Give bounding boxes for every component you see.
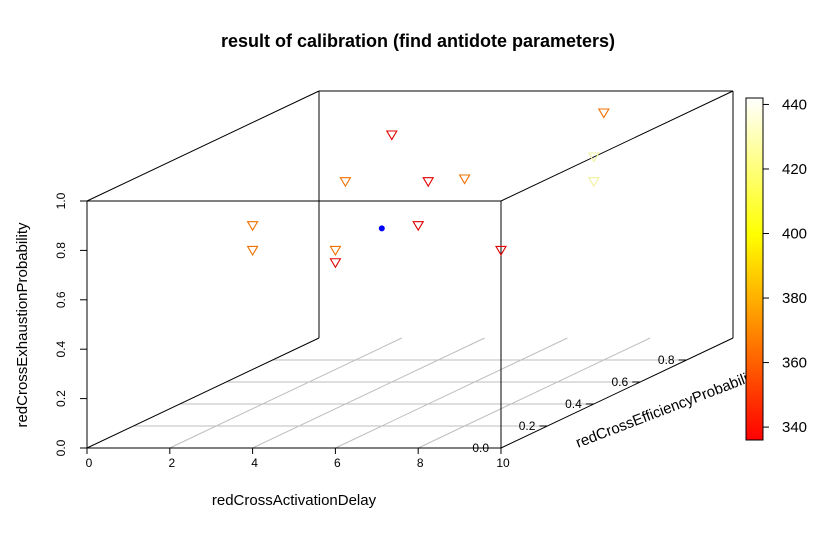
grid-line <box>252 337 485 449</box>
floor-grid <box>133 337 687 449</box>
z-tick-label: 0.2 <box>54 390 68 407</box>
x-tick-label: 8 <box>417 456 424 470</box>
colorbar-tick-label: 400 <box>782 226 807 243</box>
z-axis-label: redCrossExhaustionProbability <box>14 222 31 428</box>
colorbar-tick-label: 340 <box>782 419 807 436</box>
box-edge <box>86 90 320 202</box>
data-points <box>246 108 610 269</box>
colorbar-ticks: 340 360 380 400 420 440 <box>763 96 807 436</box>
y-tick-label: 0.0 <box>472 441 489 455</box>
colorbar-tick-label: 360 <box>782 355 807 372</box>
data-point <box>422 177 435 188</box>
x-tick-label: 6 <box>334 456 341 470</box>
y-axis-label: redCrossEfficiencyProbability <box>573 366 761 452</box>
data-point <box>458 174 471 185</box>
data-point <box>246 221 259 232</box>
x-tick-label: 2 <box>168 456 175 470</box>
box-edge <box>500 90 734 202</box>
plot-box <box>86 90 734 449</box>
z-tick-label: 0.0 <box>54 439 68 456</box>
data-point <box>587 177 600 188</box>
data-point <box>246 245 259 256</box>
data-point <box>587 152 600 163</box>
box-edge <box>86 337 320 449</box>
data-point <box>385 130 398 141</box>
grid-line <box>417 337 651 449</box>
colorbar-gradient <box>745 97 764 441</box>
x-tick-label: 4 <box>251 456 258 470</box>
data-point <box>412 221 425 232</box>
highlight-point <box>378 225 385 232</box>
z-tick-label: 0.4 <box>54 341 68 358</box>
data-point <box>339 177 352 188</box>
z-tick-label: 0.8 <box>54 242 68 259</box>
grid-line <box>169 337 403 449</box>
z-tick-label: 0.6 <box>54 291 68 308</box>
y-tick-label: 0.6 <box>612 375 629 389</box>
colorbar-tick-label: 440 <box>782 96 807 113</box>
z-axis-ticks: 0.0 0.2 0.4 0.6 0.8 1.0 <box>54 192 87 456</box>
y-axis-ticks: 0.0 0.2 0.4 0.6 0.8 <box>472 353 687 455</box>
chart-title: result of calibration (find antidote par… <box>221 31 615 51</box>
grid-line <box>335 337 568 449</box>
box-edge <box>500 337 734 449</box>
data-point <box>329 258 342 269</box>
colorbar-tick-label: 380 <box>782 290 807 307</box>
y-tick-label: 0.8 <box>658 353 675 367</box>
y-tick-label: 0.2 <box>519 419 536 433</box>
data-point <box>597 108 610 119</box>
data-point <box>495 245 507 256</box>
x-tick-label: 0 <box>86 456 93 470</box>
colorbar-tick-label: 420 <box>782 161 807 178</box>
x-tick-label: 10 <box>496 456 510 470</box>
x-axis-label: redCrossActivationDelay <box>212 492 377 509</box>
z-tick-label: 1.0 <box>54 192 68 209</box>
y-tick-label: 0.4 <box>565 397 582 411</box>
colorbar <box>745 97 764 441</box>
x-axis-ticks: 0 2 4 6 8 10 <box>86 448 510 470</box>
data-point <box>329 245 342 256</box>
